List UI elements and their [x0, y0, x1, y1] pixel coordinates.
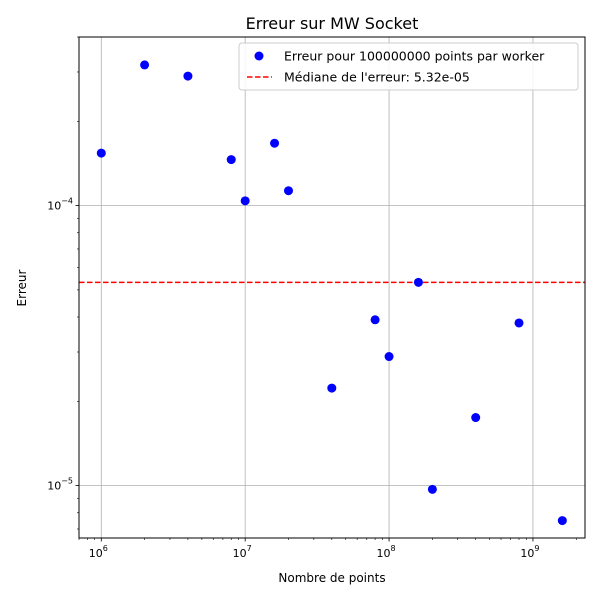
data-point — [96, 148, 106, 158]
data-point — [183, 71, 193, 81]
plot-frame — [78, 36, 586, 539]
data-point — [370, 315, 380, 325]
chart-title: Erreur sur MW Socket — [246, 14, 419, 33]
legend-marker-scatter — [254, 51, 264, 61]
y-tick-label: 10−5 — [47, 477, 73, 493]
x-tick-label: 108 — [377, 544, 396, 560]
x-tick-label: 106 — [89, 544, 108, 560]
data-point — [514, 318, 524, 328]
data-point — [270, 138, 280, 148]
data-point — [283, 186, 293, 196]
legend-entry-scatter: Erreur pour 100000000 points par worker — [284, 49, 545, 64]
x-tick-label: 109 — [520, 544, 539, 560]
x-axis-label: Nombre de points — [278, 571, 385, 585]
data-point — [140, 60, 150, 70]
y-axis-label: Erreur — [15, 269, 29, 306]
data-point — [471, 413, 481, 423]
legend-entry-median: Médiane de l'erreur: 5.32e-05 — [284, 70, 470, 85]
legend-box — [238, 42, 579, 91]
legend: Erreur pour 100000000 points par worker … — [238, 42, 579, 91]
data-point — [384, 352, 394, 362]
y-tick-label: 10−4 — [47, 197, 73, 213]
data-point — [327, 383, 337, 393]
data-point — [427, 484, 437, 494]
x-tick-label: 107 — [233, 544, 252, 560]
grid-lines — [79, 37, 585, 538]
data-point — [240, 196, 250, 206]
data-point — [557, 516, 567, 526]
data-points — [96, 60, 567, 526]
data-point — [413, 277, 423, 287]
axis-ticks: 106 107 108 109 10−5 10−4 — [47, 36, 577, 560]
data-point — [226, 155, 236, 165]
